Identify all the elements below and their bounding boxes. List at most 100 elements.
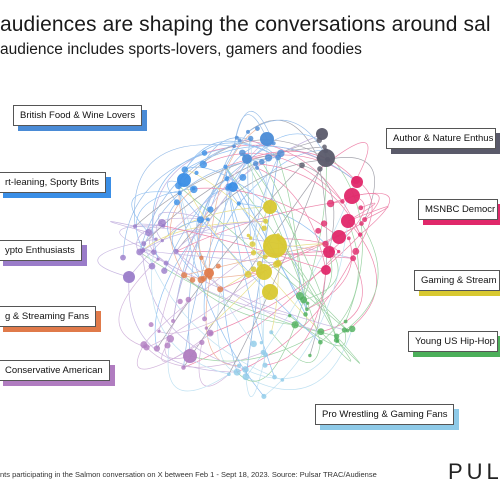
segment-label-streaming-fans: g & Streaming Fans (0, 306, 96, 327)
graph-node (323, 246, 335, 258)
graph-node (296, 292, 304, 300)
graph-node (132, 224, 138, 229)
graph-node (161, 267, 168, 274)
graph-edge (278, 238, 338, 342)
graph-edge (119, 225, 164, 253)
segment-label-author-nature: Author & Nature Enthus (386, 128, 497, 149)
graph-edge (347, 202, 376, 222)
graph-edge (306, 238, 353, 310)
graph-edge (122, 145, 235, 258)
graph-node (341, 327, 348, 333)
graph-node (215, 263, 221, 269)
graph-node (250, 266, 257, 273)
graph-node (333, 333, 340, 339)
graph-node (160, 238, 164, 243)
segment-label-text: MSNBC Democr (425, 204, 496, 215)
graph-node (217, 286, 224, 293)
graph-edge (143, 249, 279, 264)
graph-edge (189, 331, 322, 362)
graph-node (207, 206, 214, 213)
graph-node (263, 234, 287, 258)
page-title: audiences are shaping the conversations … (0, 13, 491, 36)
segment-label-text: Author & Nature Enthus (393, 133, 494, 144)
graph-node (208, 331, 213, 336)
graph-node (189, 277, 196, 283)
graph-node (201, 150, 208, 156)
graph-edge (278, 238, 339, 252)
graph-node (246, 233, 251, 238)
graph-node (261, 225, 267, 231)
graph-node (171, 318, 176, 324)
graph-edge (184, 142, 279, 170)
graph-edge (236, 251, 357, 373)
graph-node (344, 188, 360, 204)
segment-label-young-us-hiphop: Young US Hip-Hop (408, 331, 498, 352)
graph-edge (210, 234, 361, 334)
graph-edge (264, 269, 327, 366)
graph-node (202, 316, 208, 322)
graph-edge (184, 169, 265, 229)
graph-node (224, 176, 230, 182)
graph-node (148, 322, 154, 328)
graph-node (145, 228, 153, 237)
graph-node (263, 218, 269, 224)
graph-edge (221, 188, 238, 373)
graph-node (181, 166, 189, 173)
graph-edge (263, 220, 349, 397)
segment-label-text: ypto Enthusiasts (5, 245, 75, 256)
graph-node (262, 362, 268, 368)
graph-node (260, 132, 274, 146)
graph-node (199, 160, 208, 169)
graph-node (255, 126, 260, 131)
graph-node (248, 135, 254, 142)
graph-node (277, 149, 285, 158)
graph-node (262, 254, 268, 260)
graph-edge (128, 133, 323, 278)
graph-node (357, 232, 363, 237)
segment-label-british-food-wine: British Food & Wine Lovers (13, 105, 143, 126)
graph-node (181, 272, 188, 279)
graph-edge (164, 299, 191, 359)
graph-node (305, 307, 309, 312)
graph-edge (309, 168, 328, 356)
graph-node (123, 271, 135, 283)
page-subtitle: audience includes sports-lovers, gamers … (0, 41, 362, 58)
graph-edge (256, 167, 327, 271)
graph-node (264, 154, 273, 162)
graph-edge (233, 111, 274, 147)
graph-node (326, 199, 335, 208)
graph-node (173, 248, 179, 254)
graph-node (177, 298, 183, 305)
graph-node (280, 378, 285, 382)
graph-node (248, 236, 253, 240)
graph-edge (336, 223, 379, 337)
graph-edge (184, 166, 271, 208)
graph-node (233, 368, 241, 376)
graph-node (317, 328, 325, 336)
graph-edge (156, 165, 303, 349)
graph-node (232, 144, 236, 149)
graph-edge (158, 291, 271, 334)
graph-edge (183, 274, 296, 326)
graph-node (303, 312, 308, 317)
graph-node (263, 200, 277, 214)
graph-node (242, 373, 250, 381)
graph-node (234, 135, 239, 140)
segment-label-text: rt-leaning, Sporty Brits (5, 177, 99, 188)
segment-label-pro-wrestling: Pro Wrestling & Gaming Fans (315, 404, 455, 425)
graph-node (346, 236, 351, 241)
graph-edge (206, 271, 265, 329)
graph-node (156, 257, 160, 261)
graph-edge (325, 150, 363, 322)
pulsar-logo: PULSAR (448, 459, 500, 484)
graph-node (320, 220, 328, 227)
graph-node (272, 374, 277, 380)
graph-node (316, 128, 328, 140)
graph-edge (134, 146, 325, 227)
graph-node (164, 342, 171, 349)
graph-node (120, 254, 126, 261)
graph-edge (250, 138, 266, 366)
graph-node (157, 329, 161, 333)
segment-label-conservative-american: Conservative American (0, 360, 110, 381)
graph-node (140, 248, 145, 253)
